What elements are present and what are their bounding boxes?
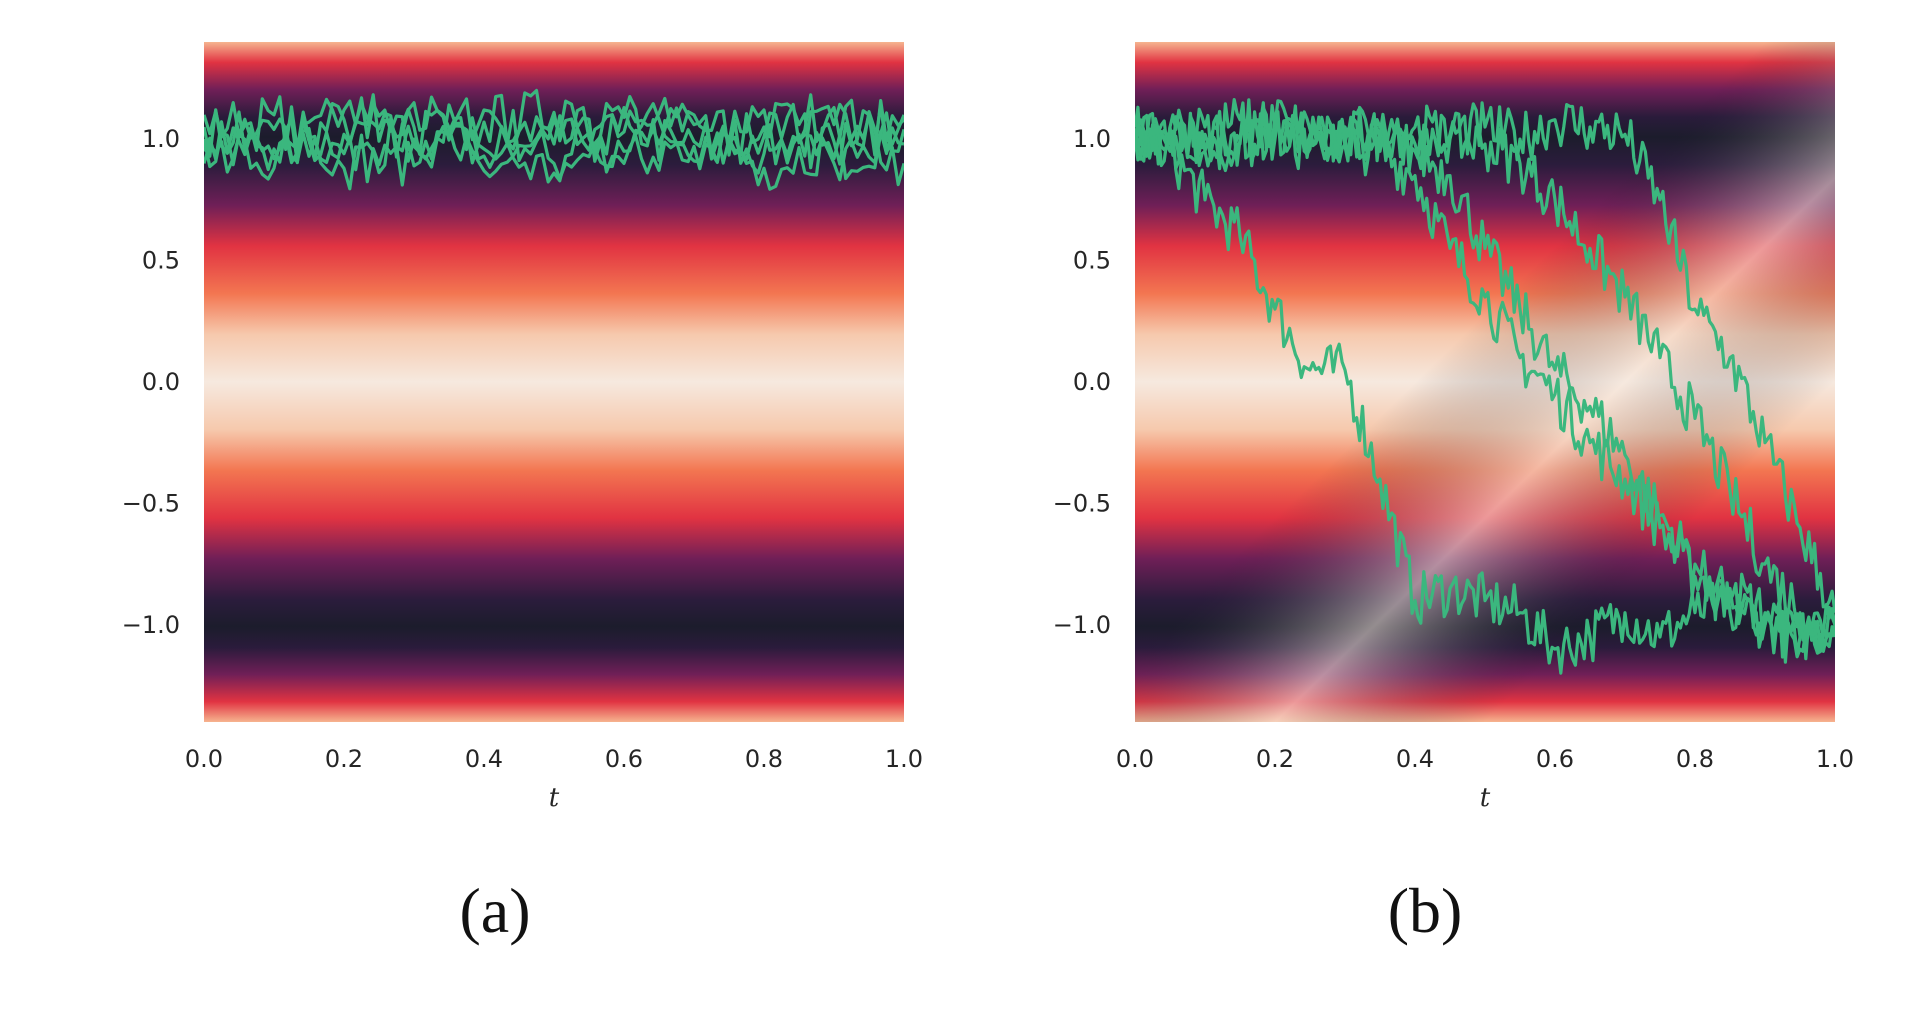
trajectory-line [1135,105,1835,664]
x-tick-label: 0.8 [745,745,783,773]
y-tick-label: −0.5 [1053,489,1111,517]
x-tick-label: 0.6 [1536,745,1574,773]
trajectory-line [204,96,904,184]
trajectories-a [204,88,904,191]
panel-a: 1.0 0.5 0.0 −0.5 −1.0 0.0 0.2 0.4 0.6 0.8 1.0 t (… [122,42,923,946]
trajectory-line [1135,101,1835,658]
x-axis-label-b: t [1480,783,1491,813]
y-tick-label: 0.5 [1073,247,1111,275]
panel-label-b: (b) [1388,875,1463,946]
y-ticks-a: 1.0 0.5 0.0 −0.5 −1.0 [122,125,180,639]
x-tick-label: 0.2 [1256,745,1294,773]
x-ticks-a: 0.0 0.2 0.4 0.6 0.8 1.0 [185,745,923,773]
x-tick-label: 0.0 [185,745,223,773]
x-tick-label: 1.0 [885,745,923,773]
y-tick-label: 1.0 [1073,125,1111,153]
y-tick-label: −0.5 [122,489,180,517]
x-tick-label: 1.0 [1816,745,1854,773]
panel-label-a: (a) [459,875,530,946]
x-tick-label: 0.0 [1116,745,1154,773]
y-ticks-b: 1.0 0.5 0.0 −0.5 −1.0 [1053,125,1111,639]
y-tick-label: 0.0 [142,368,180,396]
x-tick-label: 0.8 [1676,745,1714,773]
x-tick-label: 0.2 [325,745,363,773]
x-tick-label: 0.4 [465,745,503,773]
y-tick-label: −1.0 [122,611,180,639]
y-tick-label: 0.0 [1073,368,1111,396]
trajectory-line [204,96,904,181]
trajectories-b [1135,98,1835,675]
x-tick-label: 0.6 [605,745,643,773]
x-ticks-b: 0.0 0.2 0.4 0.6 0.8 1.0 [1116,745,1854,773]
trajectory-line [1135,99,1835,613]
x-tick-label: 0.4 [1396,745,1434,773]
y-tick-label: −1.0 [1053,611,1111,639]
trajectory-line [204,88,904,191]
x-axis-label-a: t [549,783,560,813]
y-tick-label: 0.5 [142,247,180,275]
panel-b: 1.0 0.5 0.0 −0.5 −1.0 0.0 0.2 0.4 0.6 0.8 1.0 t (… [1053,42,1854,946]
y-tick-label: 1.0 [142,125,180,153]
